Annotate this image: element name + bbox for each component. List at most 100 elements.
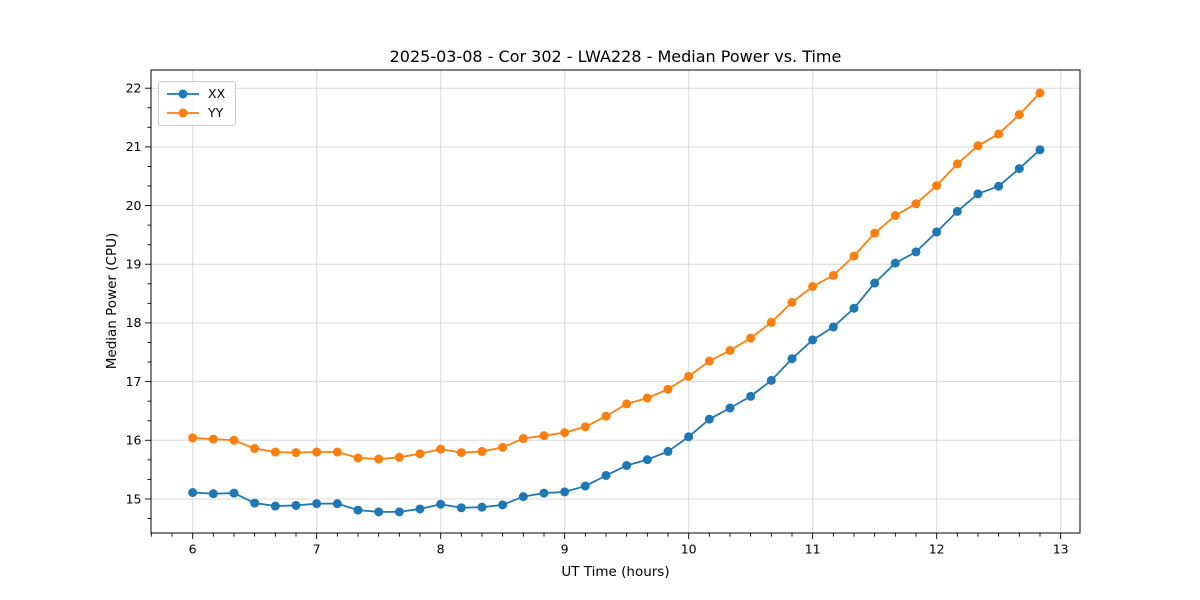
data-point-yy — [704, 356, 714, 366]
data-point-yy — [580, 422, 590, 432]
data-point-yy — [973, 141, 983, 151]
legend-swatch-xx — [167, 89, 199, 99]
data-point-xx — [973, 189, 983, 199]
data-point-xx — [787, 354, 797, 364]
data-point-yy — [952, 159, 962, 169]
data-point-yy — [808, 282, 818, 292]
data-point-yy — [560, 428, 570, 438]
data-point-yy — [994, 129, 1004, 139]
data-point-xx — [1014, 164, 1024, 174]
data-point-xx — [622, 461, 632, 471]
data-point-xx — [456, 503, 466, 513]
data-point-yy — [312, 447, 322, 457]
y-tick-label: 22 — [126, 80, 142, 95]
data-point-xx — [1035, 145, 1045, 155]
data-point-xx — [229, 488, 239, 498]
data-point-xx — [828, 322, 838, 332]
y-tick-label: 16 — [126, 433, 142, 448]
data-point-yy — [890, 211, 900, 221]
data-point-xx — [932, 227, 942, 237]
data-point-xx — [849, 303, 859, 313]
data-point-xx — [374, 507, 384, 517]
legend: XX YY — [158, 81, 237, 126]
data-point-yy — [498, 442, 508, 452]
x-tick-label: 6 — [189, 542, 197, 557]
data-point-xx — [188, 488, 198, 498]
data-point-xx — [704, 414, 714, 424]
data-point-yy — [828, 270, 838, 280]
data-point-xx — [250, 498, 260, 508]
x-tick-label: 12 — [929, 542, 945, 557]
plot-border — [150, 69, 1081, 534]
chart-title: 2025-03-08 - Cor 302 - LWA228 - Median P… — [389, 47, 842, 66]
data-point-yy — [746, 333, 756, 343]
legend-label-yy: YY — [208, 105, 224, 120]
data-point-xx — [890, 258, 900, 268]
y-tick-label: 17 — [126, 374, 142, 389]
data-point-xx — [911, 247, 921, 257]
legend-swatch-yy — [167, 108, 199, 118]
x-tick-label: 9 — [561, 542, 569, 557]
data-point-yy — [932, 181, 942, 191]
y-axis-label: Median Power (CPU) — [104, 232, 120, 370]
data-point-yy — [911, 199, 921, 209]
data-point-xx — [642, 455, 652, 465]
y-tick-label: 15 — [126, 491, 142, 506]
x-tick-label: 7 — [313, 542, 321, 557]
data-point-xx — [994, 181, 1004, 191]
data-point-xx — [808, 335, 818, 345]
data-point-yy — [270, 447, 280, 457]
data-point-xx — [952, 206, 962, 216]
x-tick-label: 10 — [681, 542, 697, 557]
data-point-xx — [560, 487, 570, 497]
x-axis-label: UT Time (hours) — [561, 564, 670, 580]
data-point-yy — [456, 448, 466, 458]
y-tick-label: 21 — [126, 139, 142, 154]
data-point-yy — [684, 371, 694, 381]
data-point-xx — [684, 432, 694, 442]
data-point-xx — [353, 505, 363, 515]
y-tick-label: 18 — [126, 315, 142, 330]
data-point-yy — [663, 384, 673, 394]
series-line-yy — [191, 91, 1041, 460]
x-tick-label: 8 — [437, 542, 445, 557]
data-point-xx — [208, 489, 218, 499]
data-point-yy — [601, 411, 611, 421]
data-point-yy — [477, 446, 487, 456]
y-tick-label: 19 — [126, 257, 142, 272]
x-tick-label: 13 — [1053, 542, 1069, 557]
y-tick-label: 20 — [126, 198, 142, 213]
data-point-xx — [415, 504, 425, 514]
legend-item-yy: YY — [166, 105, 225, 121]
data-point-xx — [436, 499, 446, 509]
data-point-xx — [518, 492, 528, 502]
data-point-xx — [498, 500, 508, 510]
data-point-yy — [787, 297, 797, 307]
data-point-xx — [725, 403, 735, 413]
data-point-yy — [229, 435, 239, 445]
data-point-xx — [539, 488, 549, 498]
x-tick-label: 11 — [805, 542, 821, 557]
data-point-yy — [1014, 110, 1024, 120]
legend-label-xx: XX — [208, 86, 226, 101]
data-point-xx — [746, 391, 756, 401]
data-point-yy — [250, 443, 260, 453]
data-point-yy — [332, 447, 342, 457]
data-point-xx — [394, 507, 404, 517]
data-point-yy — [353, 453, 363, 463]
data-point-xx — [601, 470, 611, 480]
data-point-yy — [374, 454, 384, 464]
data-point-xx — [580, 481, 590, 491]
data-point-yy — [188, 433, 198, 443]
data-point-xx — [477, 502, 487, 512]
data-point-yy — [1035, 88, 1045, 98]
data-point-xx — [870, 278, 880, 288]
data-point-yy — [394, 452, 404, 462]
data-point-yy — [208, 434, 218, 444]
data-point-yy — [436, 444, 446, 454]
data-point-yy — [622, 399, 632, 409]
data-point-yy — [766, 317, 776, 327]
data-point-xx — [663, 446, 673, 456]
data-point-yy — [518, 434, 528, 444]
